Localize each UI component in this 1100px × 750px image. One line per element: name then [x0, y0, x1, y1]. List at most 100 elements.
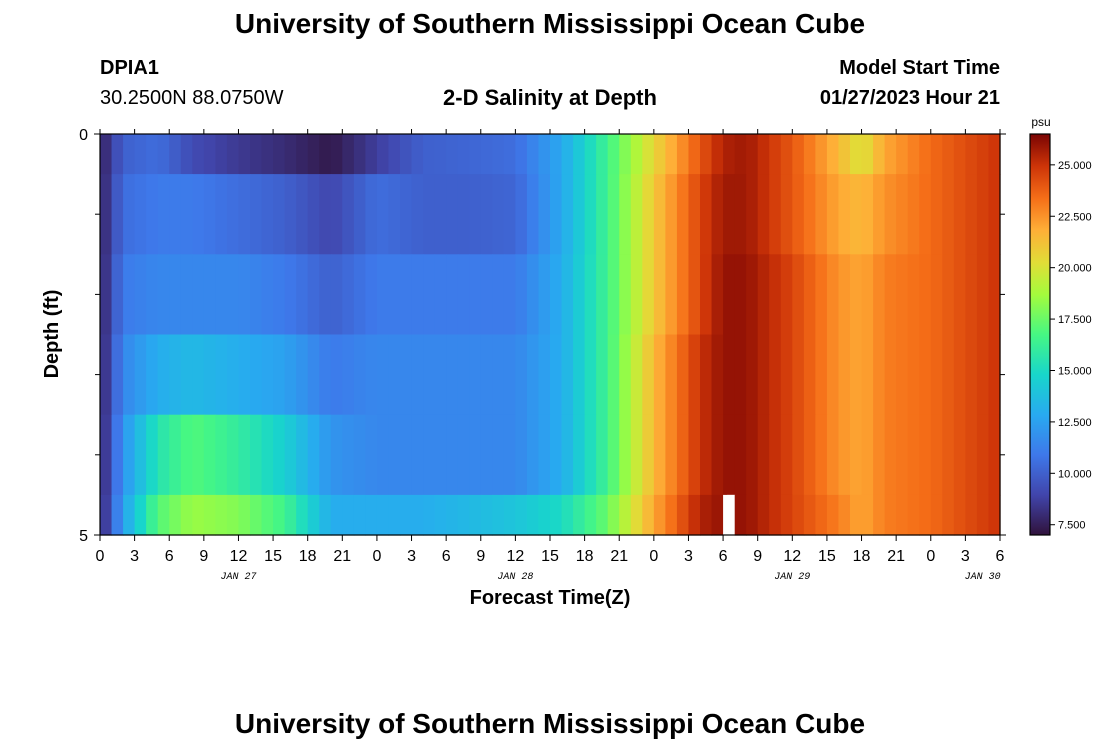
heatmap-cell: [723, 414, 736, 496]
heatmap-cell: [388, 494, 401, 536]
heatmap-cell: [180, 414, 193, 496]
heatmap-cell: [400, 414, 413, 496]
heatmap-cell: [976, 134, 990, 175]
heatmap-cell: [515, 174, 528, 255]
heatmap-cell: [376, 174, 390, 255]
heatmap-cell: [861, 254, 874, 336]
heatmap-cell: [596, 334, 609, 416]
heatmap-cell: [711, 334, 724, 416]
heatmap-cell: [457, 334, 470, 416]
model-start-value: 01/27/2023 Hour 21: [819, 87, 1000, 109]
heatmap-cell: [653, 134, 666, 175]
heatmap-cell: [330, 334, 343, 416]
x-tick-label: 3: [961, 548, 970, 565]
heatmap-cell: [803, 414, 816, 496]
heatmap-cell: [653, 174, 666, 255]
heatmap-cell: [238, 334, 251, 416]
heatmap-cell: [319, 134, 332, 175]
heatmap-cell: [169, 414, 182, 496]
heatmap-cell: [861, 414, 874, 496]
heatmap-cell: [607, 254, 620, 336]
heatmap-cell: [307, 174, 320, 255]
heatmap-cell: [146, 254, 159, 336]
heatmap-cell: [642, 134, 655, 175]
heatmap-cell: [919, 174, 932, 255]
heatmap-cell: [780, 174, 793, 255]
x-tick-label: 12: [230, 548, 248, 565]
heatmap-cell: [376, 254, 390, 336]
heatmap-cell: [700, 254, 713, 336]
heatmap-cell: [642, 494, 655, 536]
heatmap-cell: [850, 134, 863, 175]
x-tick-label: 18: [853, 548, 871, 565]
heatmap-cell: [296, 414, 309, 496]
heatmap-cell: [503, 494, 516, 536]
heatmap-cell: [538, 414, 551, 496]
heatmap-cell: [653, 254, 666, 336]
heatmap-cell: [100, 494, 113, 536]
heatmap-cell: [123, 414, 136, 496]
heatmap-cell: [619, 254, 632, 336]
heatmap-cell: [988, 334, 1001, 416]
heatmap-cell: [192, 494, 205, 536]
heatmap-cell: [423, 494, 436, 536]
heatmap-cell: [111, 254, 124, 336]
heatmap-cell: [815, 414, 828, 496]
heatmap-cell: [665, 494, 678, 536]
heatmap-cell: [953, 494, 966, 536]
heatmap-cell: [723, 254, 736, 336]
heatmap-cell: [561, 494, 574, 536]
heatmap-cell: [169, 254, 182, 336]
heatmap-cell: [861, 334, 874, 416]
heatmap-cell: [515, 134, 528, 175]
heatmap-cell: [665, 334, 678, 416]
heatmap-cell: [376, 334, 390, 416]
heatmap-cell: [296, 254, 309, 336]
heatmap-cell: [930, 414, 943, 496]
heatmap-cell: [100, 174, 113, 255]
heatmap-cell: [111, 334, 124, 416]
heatmap-cell: [296, 174, 309, 255]
heatmap-cell: [988, 134, 1001, 175]
heatmap-cell: [700, 334, 713, 416]
heatmap-cell: [561, 174, 574, 255]
heatmap-cell: [284, 254, 297, 336]
heatmap-cell: [434, 174, 447, 255]
heatmap-cell: [746, 334, 759, 416]
heatmap-cell: [492, 134, 505, 175]
heatmap-cell: [215, 254, 228, 336]
heatmap-cell: [734, 334, 747, 416]
heatmap-cell: [515, 334, 528, 416]
heatmap-cell: [653, 494, 666, 536]
colorbar-gradient: [1029, 133, 1051, 536]
heatmap-cell: [353, 494, 366, 536]
heatmap-cell: [665, 254, 678, 336]
x-tick-label: 15: [818, 548, 836, 565]
heatmap-cell: [688, 174, 701, 255]
heatmap-cell: [976, 334, 990, 416]
colorbar-tick-label: 20.000: [1058, 263, 1092, 275]
heatmap-cell: [850, 334, 863, 416]
heatmap-cell: [873, 174, 886, 255]
heatmap-cell: [411, 174, 424, 255]
heatmap-cell: [757, 174, 770, 255]
heatmap-cell: [884, 174, 897, 255]
heatmap-cell: [596, 494, 609, 536]
heatmap-cell: [480, 334, 493, 416]
heatmap-cell: [169, 334, 182, 416]
x-tick-label: 3: [407, 548, 416, 565]
heatmap-cell: [607, 334, 620, 416]
heatmap-cell: [273, 174, 286, 255]
heatmap-cell: [296, 334, 309, 416]
heatmap-cell: [953, 414, 966, 496]
heatmap-cell: [723, 134, 736, 175]
x-axis-label: Forecast Time(Z): [470, 587, 631, 609]
heatmap-cell: [700, 414, 713, 496]
date-label: JAN 30: [965, 572, 1001, 583]
heatmap-cell: [446, 414, 459, 496]
heatmap-cell: [446, 334, 459, 416]
heatmap-cell: [769, 494, 782, 536]
colorbar-tick-label: 25.000: [1058, 160, 1092, 172]
heatmap-cell: [746, 414, 759, 496]
heatmap-cell: [492, 414, 505, 496]
